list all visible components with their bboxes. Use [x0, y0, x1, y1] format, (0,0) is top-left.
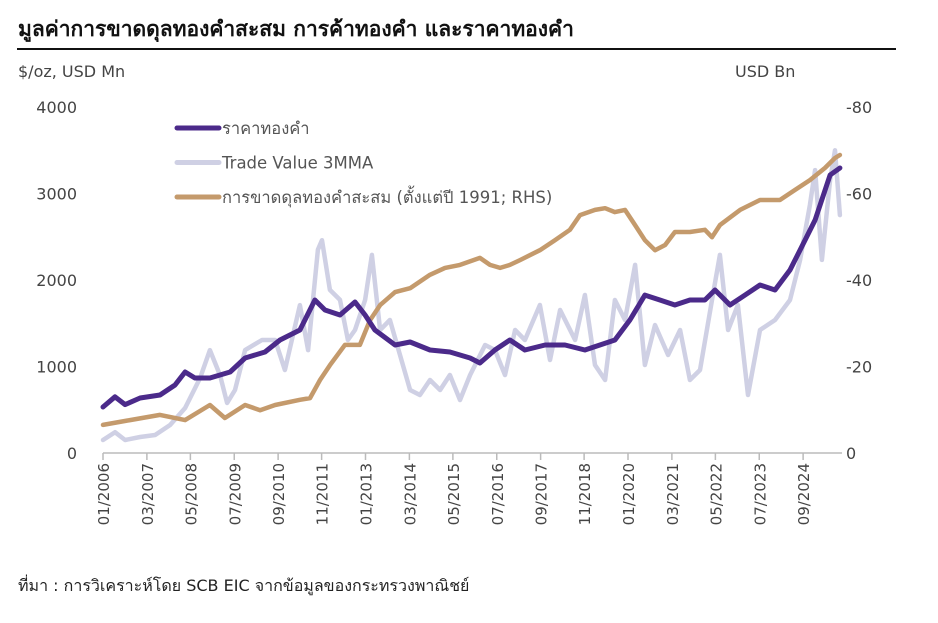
x-tick-label: 01/2020 — [620, 463, 638, 525]
right-axis-ticks: 0 -20 -40 -60 -80 — [846, 98, 872, 463]
x-tick-label: 11/2011 — [314, 463, 332, 525]
left-tick-label: 2000 — [36, 271, 77, 290]
x-tick-label: 03/2021 — [664, 463, 682, 525]
right-axis-unit: USD Bn — [735, 62, 795, 81]
x-tick-label: 09/2010 — [270, 463, 288, 525]
x-tick-label: 01/2013 — [358, 463, 376, 525]
x-axis-ticks: 01/2006 03/2007 05/2008 07/2009 09/2010 11/20… — [95, 453, 813, 525]
x-tick-label: 11/2018 — [576, 463, 594, 525]
left-axis-unit: $/oz, USD Mn — [18, 62, 125, 81]
left-axis-ticks: 0 1000 2000 3000 4000 — [36, 98, 77, 463]
series-lines — [100, 148, 843, 443]
right-tick-label: -80 — [846, 98, 872, 117]
x-tick-label: 07/2009 — [226, 463, 244, 525]
x-tick-label: 03/2007 — [139, 463, 157, 525]
right-tick-label: -20 — [846, 358, 872, 377]
legend-label: ราคาทองคำ — [222, 119, 310, 138]
right-tick-label: 0 — [846, 444, 856, 463]
x-tick-label: 09/2017 — [533, 463, 551, 525]
left-tick-label: 0 — [67, 444, 77, 463]
x-tick-label: 05/2015 — [445, 463, 463, 525]
legend: ราคาทองคำ Trade Value 3MMA การขาดดุลทองคำส… — [174, 119, 552, 208]
legend-label: Trade Value 3MMA — [221, 154, 374, 173]
x-tick-label: 05/2022 — [707, 463, 725, 525]
right-tick-label: -40 — [846, 271, 872, 290]
source-note: ที่มา : การวิเคราะห์โดย SCB EIC จากข้อมู… — [18, 574, 469, 596]
left-tick-label: 4000 — [36, 98, 77, 117]
chart-title: มูลค่าการขาดดุลทองคำสะสม การค้าทองคำ และ… — [18, 17, 574, 43]
x-tick-label: 09/2024 — [795, 463, 813, 525]
series-line-cumulative-deficit — [100, 152, 843, 428]
x-tick-label: 07/2023 — [751, 463, 769, 525]
x-tick-label: 01/2006 — [95, 463, 113, 525]
right-tick-label: -60 — [846, 185, 872, 204]
left-tick-label: 3000 — [36, 185, 77, 204]
x-tick-label: 07/2016 — [489, 463, 507, 525]
legend-label: การขาดดุลทองคำสะสม (ตั้งแต่ปี 1991; RHS) — [222, 185, 552, 208]
left-tick-label: 1000 — [36, 358, 77, 377]
series-line-gold-price — [100, 165, 843, 410]
x-tick-label: 05/2008 — [182, 463, 200, 525]
x-tick-label: 03/2014 — [401, 463, 419, 525]
